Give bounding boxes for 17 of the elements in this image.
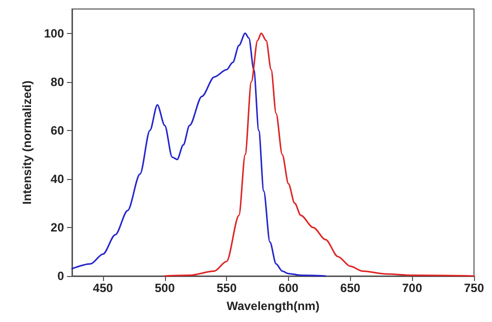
y-tick-label: 20 — [50, 220, 64, 234]
y-axis-title: Intensity (normalized) — [20, 80, 34, 205]
x-tick-label: 650 — [340, 281, 361, 295]
y-tick-label: 80 — [50, 74, 64, 89]
y-tick-label: 100 — [44, 26, 64, 40]
x-tick-label: 550 — [216, 281, 237, 295]
x-axis-title: Wavelength(nm) — [226, 299, 320, 313]
x-tick-label: 500 — [154, 281, 176, 295]
x-tick-label: 600 — [278, 281, 299, 295]
x-tick-label: 750 — [464, 281, 484, 295]
x-tick-label: 700 — [402, 281, 422, 295]
y-tick-label: 40 — [50, 172, 64, 186]
line-series — [164, 32, 475, 277]
line-series — [71, 32, 326, 277]
y-tick-label: 0 — [57, 269, 64, 283]
y-tick-label: 60 — [50, 123, 64, 138]
x-tick-label: 450 — [92, 281, 114, 295]
